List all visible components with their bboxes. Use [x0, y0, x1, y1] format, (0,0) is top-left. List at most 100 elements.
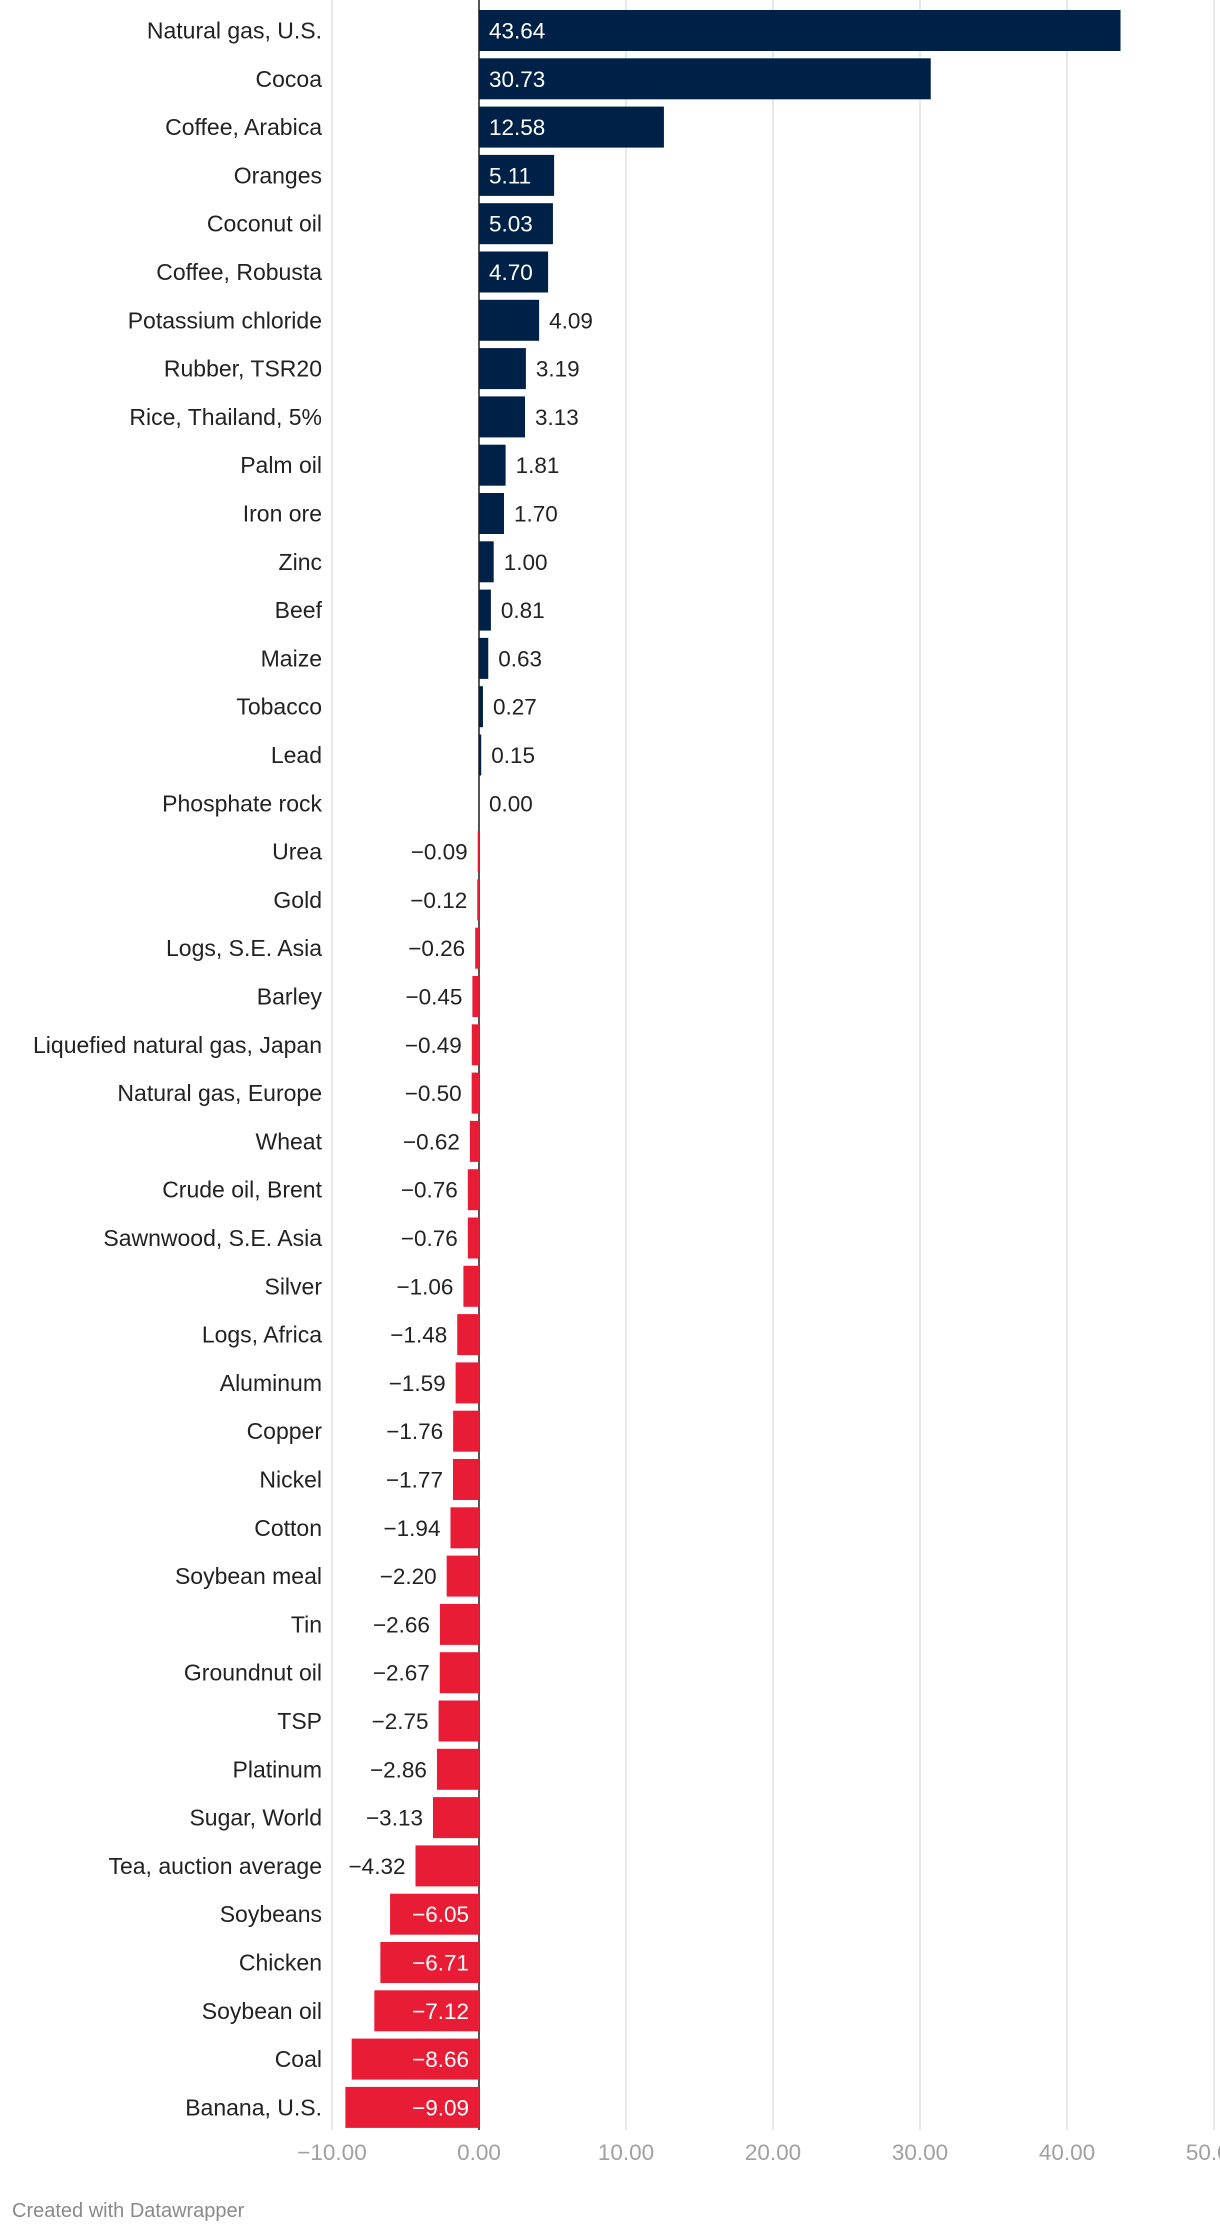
category-label: Coffee, Arabica: [165, 114, 322, 140]
bar: [450, 1507, 479, 1549]
value-label: −3.13: [366, 1806, 423, 1831]
category-label: Aluminum: [220, 1370, 322, 1396]
bar: [471, 1024, 479, 1066]
category-label: Barley: [257, 984, 323, 1010]
value-label: −0.09: [411, 840, 468, 865]
bar: [455, 1362, 479, 1404]
category-label: Phosphate rock: [162, 790, 322, 816]
category-label: Lead: [271, 742, 322, 768]
value-label: 0.00: [489, 791, 533, 816]
value-label: −9.09: [412, 2095, 469, 2120]
x-tick-label: 20.00: [745, 2140, 801, 2165]
category-label: Platinum: [233, 1756, 322, 1782]
x-tick-label: −10.00: [297, 2140, 366, 2165]
category-label: Coffee, Robusta: [156, 259, 322, 285]
value-label: 5.11: [489, 163, 531, 188]
value-label: 3.19: [536, 357, 580, 382]
value-label: −1.06: [396, 1274, 453, 1299]
value-label: −2.75: [372, 1709, 429, 1734]
value-label: 0.27: [493, 695, 537, 720]
category-label: Silver: [264, 1273, 322, 1299]
value-label: 0.15: [491, 743, 535, 768]
category-label: Coal: [275, 2046, 322, 2072]
datawrapper-credit: Created with Datawrapper: [12, 2200, 245, 2222]
value-label: −2.67: [373, 1661, 430, 1686]
bar: [432, 1797, 479, 1839]
bar: [452, 1459, 479, 1500]
category-label: Rubber, TSR20: [164, 356, 322, 382]
bar: [471, 1072, 479, 1114]
bar: [438, 1700, 479, 1742]
bar: [345, 2086, 479, 2128]
category-labels: Natural gas, U.S. Cocoa Coffee, Arabica Ora…: [33, 18, 323, 2121]
value-label: 3.13: [535, 405, 579, 430]
bars: [345, 10, 1121, 2128]
category-label: Soybean meal: [175, 1563, 322, 1589]
bar: [479, 396, 526, 438]
category-label: Tin: [291, 1611, 322, 1637]
x-tick-label: 10.00: [598, 2140, 654, 2165]
bar: [439, 1603, 479, 1645]
bar: [390, 1893, 479, 1935]
value-label: −1.48: [390, 1323, 447, 1348]
category-label: Rice, Thailand, 5%: [129, 404, 322, 430]
bar: [439, 1652, 479, 1694]
category-label: Wheat: [256, 1128, 323, 1154]
category-label: Natural gas, Europe: [117, 1080, 322, 1106]
bar: [479, 637, 489, 679]
x-axis-ticks: −10.00 0.00 10.00 20.00 30.00 40.00 50.00: [297, 2140, 1220, 2165]
category-label: Chicken: [239, 1950, 322, 1976]
category-label: Beef: [275, 597, 323, 623]
category-label: Zinc: [279, 549, 322, 575]
category-label: Natural gas, U.S.: [147, 18, 322, 44]
x-tick-label: 30.00: [892, 2140, 948, 2165]
bar: [479, 493, 504, 534]
bar: [479, 154, 555, 196]
category-label: Soybean oil: [202, 1998, 322, 2024]
value-label: 43.64: [489, 19, 545, 44]
value-label: −6.05: [412, 1902, 469, 1927]
bar: [479, 686, 483, 728]
category-label: Maize: [261, 645, 322, 671]
value-label: 0.63: [498, 646, 542, 671]
bar: [453, 1410, 479, 1452]
value-label: 4.09: [549, 308, 593, 333]
category-label: Cocoa: [256, 66, 323, 92]
value-label: −0.26: [408, 936, 465, 961]
bar: [479, 106, 664, 148]
bar: [479, 734, 482, 776]
bar: [479, 299, 540, 341]
value-label: −1.59: [389, 1371, 446, 1396]
value-labels: 43.64 30.73 12.58 5.11 5.03 4.70 4.09 3.19 3.13 1…: [349, 19, 593, 2121]
bar: [472, 976, 479, 1017]
bar: [479, 58, 931, 100]
bar: [415, 1845, 479, 1887]
value-label: −0.76: [401, 1178, 458, 1203]
value-label: 5.03: [489, 212, 533, 237]
value-label: 30.73: [489, 67, 545, 92]
value-label: 0.81: [501, 598, 545, 623]
category-label: Coconut oil: [207, 211, 322, 237]
bar: [479, 10, 1121, 51]
bar: [479, 203, 553, 245]
bar: [469, 1120, 479, 1162]
value-label: 4.70: [489, 260, 533, 285]
value-label: −0.76: [401, 1226, 458, 1251]
category-label: Banana, U.S.: [185, 2094, 322, 2120]
bar: [477, 879, 479, 921]
category-label: Gold: [273, 887, 322, 913]
category-label: Liquefied natural gas, Japan: [33, 1032, 322, 1058]
bar: [477, 831, 479, 873]
category-label: Crude oil, Brent: [162, 1177, 322, 1203]
value-label: −2.66: [373, 1612, 430, 1637]
value-label: −0.62: [403, 1129, 460, 1154]
category-label: Cotton: [254, 1515, 322, 1541]
bar: [479, 348, 526, 390]
category-label: Tobacco: [236, 694, 322, 720]
category-label: Sugar, World: [189, 1805, 322, 1831]
bar: [467, 1169, 479, 1211]
category-label: Tea, auction average: [108, 1853, 322, 1879]
bar: [374, 1990, 479, 2032]
category-label: Sawnwood, S.E. Asia: [103, 1225, 322, 1251]
